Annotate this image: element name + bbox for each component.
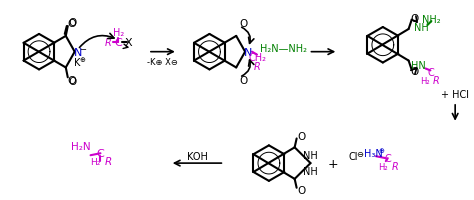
Text: N: N xyxy=(73,47,82,57)
Text: O: O xyxy=(67,76,76,86)
Text: O: O xyxy=(69,18,77,28)
Text: R: R xyxy=(254,62,260,72)
Text: Cl: Cl xyxy=(348,151,358,161)
Text: H₂N—NH₂: H₂N—NH₂ xyxy=(260,44,307,53)
Text: NH: NH xyxy=(303,150,318,160)
Text: -K⊕ X⊖: -K⊕ X⊖ xyxy=(147,58,178,67)
Text: KOH: KOH xyxy=(187,151,208,161)
Text: NH₂: NH₂ xyxy=(422,15,441,25)
Text: H₂: H₂ xyxy=(113,28,124,38)
Text: H₂: H₂ xyxy=(420,76,430,85)
Text: NH: NH xyxy=(303,166,318,176)
Text: K: K xyxy=(74,57,81,67)
Text: C: C xyxy=(97,149,104,158)
Text: O: O xyxy=(239,19,247,29)
Text: R: R xyxy=(105,38,112,48)
Text: C: C xyxy=(384,153,391,163)
Text: O: O xyxy=(67,19,76,29)
Text: H₃N: H₃N xyxy=(364,149,383,158)
Text: O: O xyxy=(410,67,419,77)
Text: ⊕: ⊕ xyxy=(80,56,86,62)
Text: R: R xyxy=(105,156,112,166)
Text: C: C xyxy=(114,38,122,48)
Text: O: O xyxy=(69,77,77,87)
Text: NH: NH xyxy=(414,23,429,33)
Text: CH₂: CH₂ xyxy=(248,52,266,62)
Text: ⊖: ⊖ xyxy=(356,149,364,158)
Text: N: N xyxy=(244,47,252,57)
Text: R: R xyxy=(392,161,398,171)
Text: X: X xyxy=(124,38,132,48)
Text: +: + xyxy=(328,157,338,170)
Text: O: O xyxy=(410,14,419,24)
Text: H₂N: H₂N xyxy=(71,142,91,152)
Text: O: O xyxy=(298,185,306,195)
Text: HN: HN xyxy=(411,61,426,71)
Text: O: O xyxy=(239,76,247,86)
Text: R: R xyxy=(433,76,440,86)
Text: C: C xyxy=(427,68,434,78)
Text: H₂: H₂ xyxy=(378,162,388,171)
Text: + HCl: + HCl xyxy=(441,90,469,100)
Text: −: − xyxy=(79,45,86,54)
Text: ⊕: ⊕ xyxy=(378,148,384,154)
Text: H₂: H₂ xyxy=(91,157,100,166)
Text: O: O xyxy=(298,132,306,142)
